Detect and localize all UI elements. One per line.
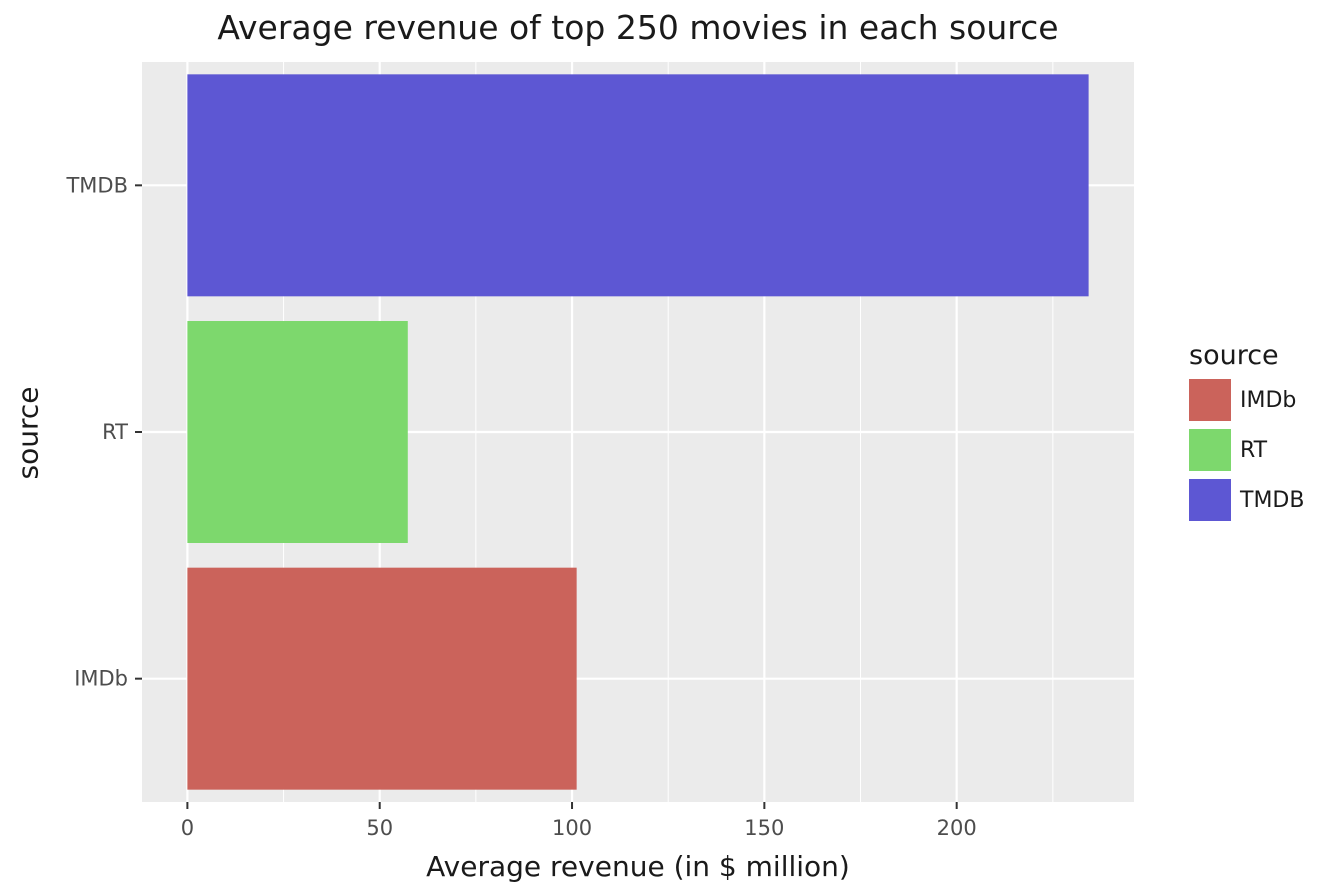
y-tick-label: RT <box>102 420 128 444</box>
y-tick-label: TMDB <box>65 173 128 197</box>
legend-swatch-tmdb <box>1188 478 1232 522</box>
bar-imdb <box>187 567 577 790</box>
chart-title: Average revenue of top 250 movies in eac… <box>217 8 1059 47</box>
x-tick-label: 150 <box>744 816 784 840</box>
y-axis-title: source <box>11 386 45 480</box>
x-tick-label: 100 <box>552 816 592 840</box>
legend-label-rt: RT <box>1240 437 1268 463</box>
legend-item-rt: RT <box>1188 425 1304 475</box>
bar-rt <box>187 321 408 543</box>
legend-item-imdb: IMDb <box>1188 375 1304 425</box>
bar-tmdb <box>187 74 1089 297</box>
x-axis-title: Average revenue (in $ million) <box>426 850 850 883</box>
x-tick-label: 0 <box>181 816 194 840</box>
legend-title: source <box>1189 340 1279 371</box>
legend-label-imdb: IMDb <box>1240 387 1297 413</box>
legend-swatch-rt <box>1188 428 1232 472</box>
legend-item-tmdb: TMDB <box>1188 475 1304 525</box>
x-tick-label: 50 <box>366 816 393 840</box>
legend-swatch-imdb <box>1188 378 1232 422</box>
legend: source IMDb RT TMDB <box>1188 340 1304 525</box>
x-tick-label: 200 <box>937 816 977 840</box>
y-tick-label: IMDb <box>74 667 128 691</box>
legend-label-tmdb: TMDB <box>1240 487 1305 513</box>
